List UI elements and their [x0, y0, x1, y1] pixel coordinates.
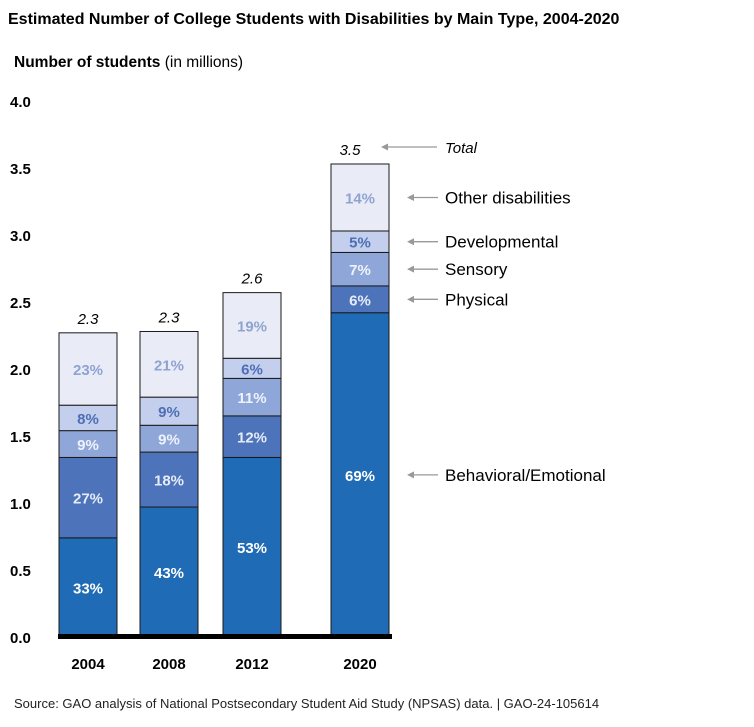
total-label: 3.5 — [340, 142, 362, 159]
x-tick-label: 2012 — [235, 656, 268, 673]
legend-arrowhead-icon — [407, 295, 414, 303]
segment-percent-label: 11% — [237, 390, 266, 407]
bar-segment-physical — [330, 285, 390, 314]
bar-segment-behavioral-emotional — [222, 456, 282, 638]
legend-label: Sensory — [445, 260, 508, 279]
bar-segment-sensory — [222, 377, 282, 417]
bar-segment-other-disabilities — [222, 292, 282, 359]
segment-percent-label: 12% — [237, 430, 267, 447]
bar-segment-sensory — [330, 251, 390, 287]
y-tick-label: 3.5 — [10, 161, 31, 178]
bar-segment-behavioral-emotional — [139, 506, 199, 638]
segment-percent-label: 8% — [77, 411, 99, 428]
legend-label: Physical — [445, 290, 508, 309]
bar-segment-other-disabilities — [58, 332, 118, 406]
segment-percent-label: 5% — [349, 235, 371, 252]
legend-total-label: Total — [445, 140, 478, 157]
bar-segment-physical — [58, 456, 118, 539]
bar-segment-other-disabilities — [330, 163, 390, 232]
y-axis-label: Number of students (in millions) — [14, 54, 243, 71]
total-label: 2.3 — [77, 311, 100, 328]
segment-percent-label: 19% — [237, 318, 267, 335]
segment-percent-label: 53% — [237, 540, 267, 557]
bar-segment-sensory — [139, 424, 199, 453]
bar-segment-physical — [222, 415, 282, 458]
legend-label: Other disabilities — [445, 188, 571, 207]
segment-percent-label: 6% — [349, 292, 371, 309]
bar-segment-other-disabilities — [139, 330, 199, 398]
bar-segment-behavioral-emotional — [58, 537, 118, 638]
y-tick-label: 4.0 — [10, 94, 31, 111]
segment-percent-label: 18% — [154, 473, 184, 490]
segment-percent-label: 43% — [154, 565, 184, 582]
segment-percent-label: 14% — [345, 190, 375, 207]
legend-arrowhead-icon — [407, 265, 414, 273]
chart-title: Estimated Number of College Students wit… — [8, 11, 620, 28]
segment-percent-label: 21% — [154, 357, 184, 374]
y-axis-label-unit: (in millions) — [165, 54, 243, 71]
x-tick-label: 2020 — [343, 656, 376, 673]
y-tick-label: 1.5 — [10, 429, 31, 446]
legend-arrowhead-icon — [407, 193, 414, 201]
segment-percent-label: 9% — [77, 437, 99, 454]
x-tick-label: 2008 — [152, 656, 185, 673]
y-tick-label: 3.0 — [10, 228, 31, 245]
total-label: 2.3 — [158, 309, 181, 326]
segment-percent-label: 33% — [73, 580, 103, 597]
x-axis-baseline — [58, 634, 392, 639]
y-tick-label: 1.0 — [10, 496, 31, 513]
segment-percent-label: 9% — [158, 404, 180, 421]
segment-percent-label: 27% — [73, 491, 103, 508]
bar-segment-physical — [139, 451, 199, 508]
legend-label: Developmental — [445, 233, 558, 252]
y-tick-label: 0.0 — [10, 630, 31, 647]
legend-arrowhead-icon — [407, 471, 414, 479]
source-note: Source: GAO analysis of National Postsec… — [14, 696, 599, 711]
total-label: 2.6 — [241, 271, 264, 288]
y-tick-label: 2.0 — [10, 362, 31, 379]
segment-percent-label: 9% — [158, 432, 180, 449]
segment-percent-label: 6% — [241, 361, 263, 378]
segment-percent-label: 7% — [349, 262, 371, 279]
total-arrowhead-icon — [381, 143, 388, 151]
legend-arrowhead-icon — [407, 238, 414, 246]
x-tick-label: 2004 — [71, 656, 105, 673]
bar-segment-behavioral-emotional — [330, 312, 390, 638]
segment-percent-label: 23% — [73, 362, 103, 379]
y-tick-label: 0.5 — [10, 563, 31, 580]
legend-label: Behavioral/Emotional — [445, 466, 606, 485]
segment-percent-label: 69% — [345, 468, 375, 485]
bar-segment-developmental — [139, 396, 199, 426]
y-tick-label: 2.5 — [10, 295, 31, 312]
bar-segment-developmental — [58, 404, 118, 432]
y-axis-label-bold: Number of students — [14, 54, 160, 71]
